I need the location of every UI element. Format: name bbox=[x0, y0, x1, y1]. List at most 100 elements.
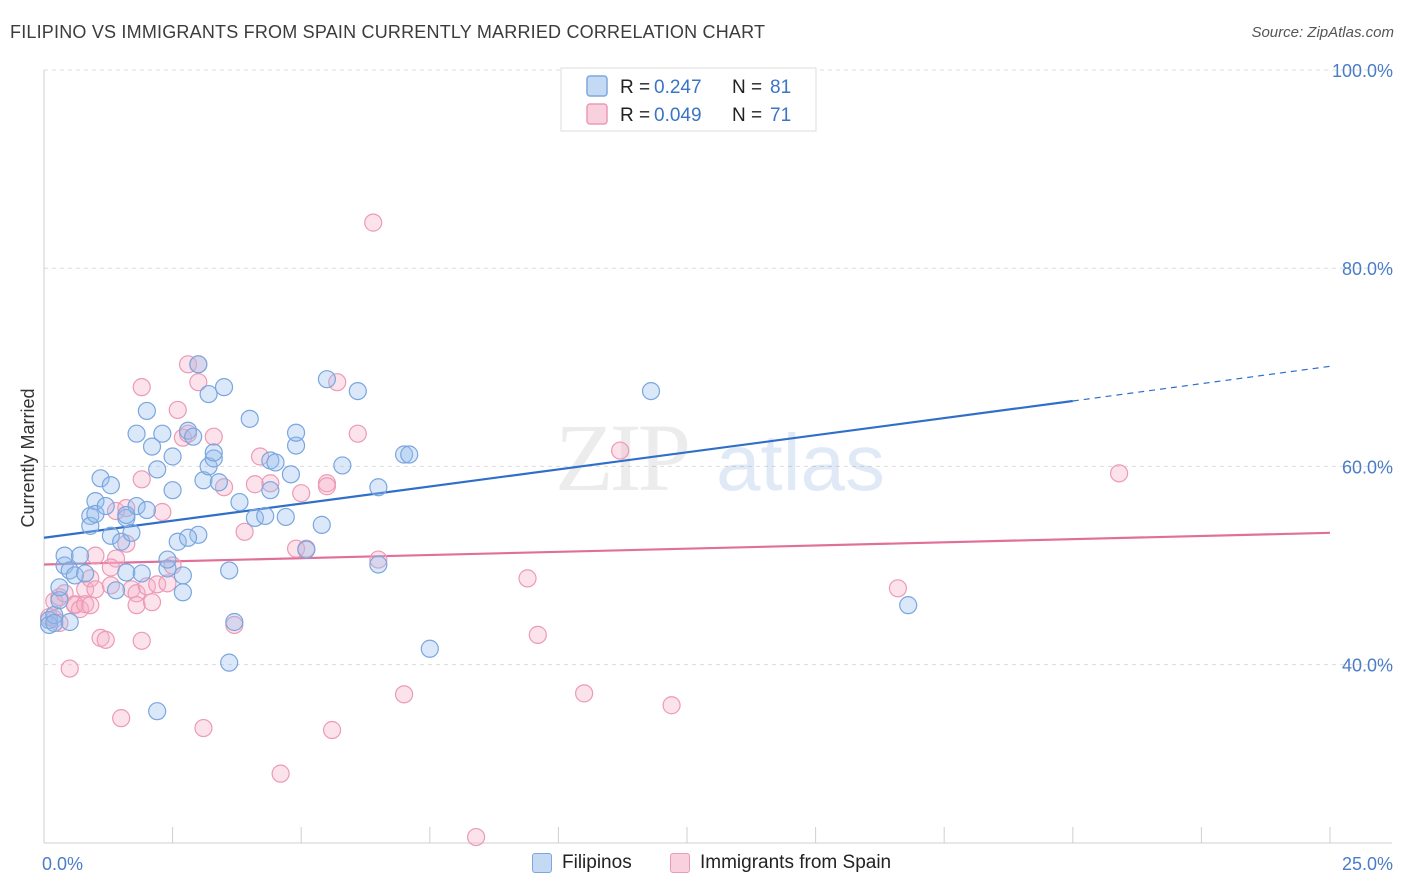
filipino-point bbox=[163, 447, 182, 466]
x-tick-label: 0.0% bbox=[42, 854, 83, 874]
spain-point bbox=[96, 630, 115, 649]
filipino-point bbox=[101, 526, 120, 545]
filipino-point bbox=[142, 437, 162, 456]
spain-point bbox=[178, 355, 198, 374]
spain-point bbox=[101, 558, 120, 577]
filipino-point bbox=[101, 476, 120, 495]
spain-point bbox=[518, 569, 537, 588]
filipino-point bbox=[230, 492, 249, 512]
legend-item-spain: Immigrants from Spain bbox=[670, 852, 891, 874]
axes bbox=[43, 70, 1392, 844]
filipino-point bbox=[333, 456, 352, 475]
spain-point bbox=[158, 574, 177, 593]
filipino-point bbox=[420, 639, 439, 658]
filipino-point bbox=[312, 515, 331, 534]
legend-label-filipinos: Filipinos bbox=[562, 852, 632, 873]
spain-point bbox=[888, 579, 908, 598]
spain-point bbox=[106, 549, 126, 568]
watermark-zip: ZIP bbox=[555, 404, 688, 511]
filipino-point bbox=[184, 427, 203, 446]
filipino-point bbox=[178, 528, 198, 547]
spain-point bbox=[214, 478, 234, 497]
spain-point bbox=[204, 427, 223, 446]
filipino-point bbox=[173, 566, 192, 585]
spain-point bbox=[81, 596, 100, 615]
legend-r-label: R = bbox=[620, 77, 650, 98]
legend-r-label: R = bbox=[620, 105, 650, 126]
watermark: ZIP atlas bbox=[555, 404, 885, 511]
filipino-point bbox=[148, 702, 167, 721]
grid-lines bbox=[44, 69, 1392, 666]
filipino-point bbox=[204, 443, 223, 462]
filipinos-trend-extension bbox=[1072, 365, 1331, 402]
filipino-point bbox=[158, 550, 177, 569]
spain-point bbox=[168, 400, 187, 420]
legend-n-value: 81 bbox=[770, 77, 791, 98]
spain-point bbox=[250, 447, 270, 466]
spain-point bbox=[189, 373, 208, 392]
legend-n-label: N = bbox=[732, 105, 762, 126]
filipino-point bbox=[50, 578, 69, 597]
y-tick-labels: 40.0% 60.0% 80.0% 100.0% bbox=[1332, 61, 1393, 676]
legend-label-spain: Immigrants from Spain bbox=[700, 852, 892, 873]
spain-trend-line bbox=[43, 531, 1331, 566]
y-tick-label: 100.0% bbox=[1332, 61, 1393, 81]
spain-point bbox=[575, 684, 594, 703]
spain-point bbox=[662, 696, 681, 715]
filipino-point bbox=[60, 612, 79, 632]
legend-r-value: 0.049 bbox=[654, 105, 702, 126]
filipino-point bbox=[256, 506, 275, 526]
filipino-point bbox=[281, 465, 301, 484]
filipino-point bbox=[209, 473, 228, 492]
filipino-point bbox=[261, 481, 280, 500]
spain-point bbox=[394, 685, 414, 704]
spain-point bbox=[132, 378, 151, 397]
filipino-point bbox=[117, 505, 136, 525]
spain-point bbox=[70, 600, 90, 619]
filipino-point bbox=[266, 453, 285, 472]
filipino-point bbox=[45, 613, 64, 633]
spain-point bbox=[292, 484, 311, 503]
filipino-point bbox=[60, 561, 79, 580]
spain-point bbox=[245, 475, 265, 494]
spain-point bbox=[86, 546, 105, 565]
chart-title: FILIPINO VS IMMIGRANTS FROM SPAIN CURREN… bbox=[10, 22, 766, 42]
y-axis-label: Currently Married bbox=[18, 388, 38, 527]
source-label: Source: ZipAtlas.com bbox=[1251, 24, 1394, 41]
filipino-point bbox=[81, 516, 100, 535]
legend-box: R = 0.247 N = 81 R = 0.049 N = 71 bbox=[560, 67, 817, 132]
filipino-point bbox=[122, 523, 141, 542]
filipino-point bbox=[899, 596, 918, 615]
filipino-point bbox=[40, 610, 59, 630]
filipino-point bbox=[394, 445, 414, 464]
filipino-point bbox=[199, 384, 218, 404]
filipino-point bbox=[96, 496, 115, 516]
filipino-point bbox=[163, 481, 182, 500]
filipino-point bbox=[127, 424, 146, 443]
filipino-point bbox=[286, 423, 306, 442]
filipino-point bbox=[317, 370, 337, 389]
spain-point bbox=[317, 477, 337, 496]
filipino-point bbox=[240, 409, 259, 428]
x-tick-label: 25.0% bbox=[1342, 854, 1393, 874]
y-tick-label: 80.0% bbox=[1342, 259, 1393, 279]
filipino-point bbox=[189, 355, 208, 374]
filipino-point bbox=[297, 540, 316, 559]
spain-point bbox=[106, 501, 126, 521]
spain-point bbox=[194, 718, 213, 738]
filipino-point bbox=[214, 378, 234, 397]
filipino-point bbox=[91, 469, 110, 488]
filipino-point bbox=[70, 546, 90, 565]
spain-point bbox=[348, 424, 367, 443]
spain-point bbox=[611, 441, 630, 460]
filipino-point bbox=[189, 525, 208, 544]
filipino-point bbox=[132, 564, 151, 583]
spain-point bbox=[132, 470, 151, 489]
legend-r-value: 0.247 bbox=[654, 77, 702, 98]
spain-point bbox=[142, 593, 162, 612]
filipino-point bbox=[204, 449, 223, 468]
filipino-point bbox=[117, 563, 136, 582]
filipino-point bbox=[178, 421, 198, 440]
filipino-point bbox=[194, 471, 213, 490]
